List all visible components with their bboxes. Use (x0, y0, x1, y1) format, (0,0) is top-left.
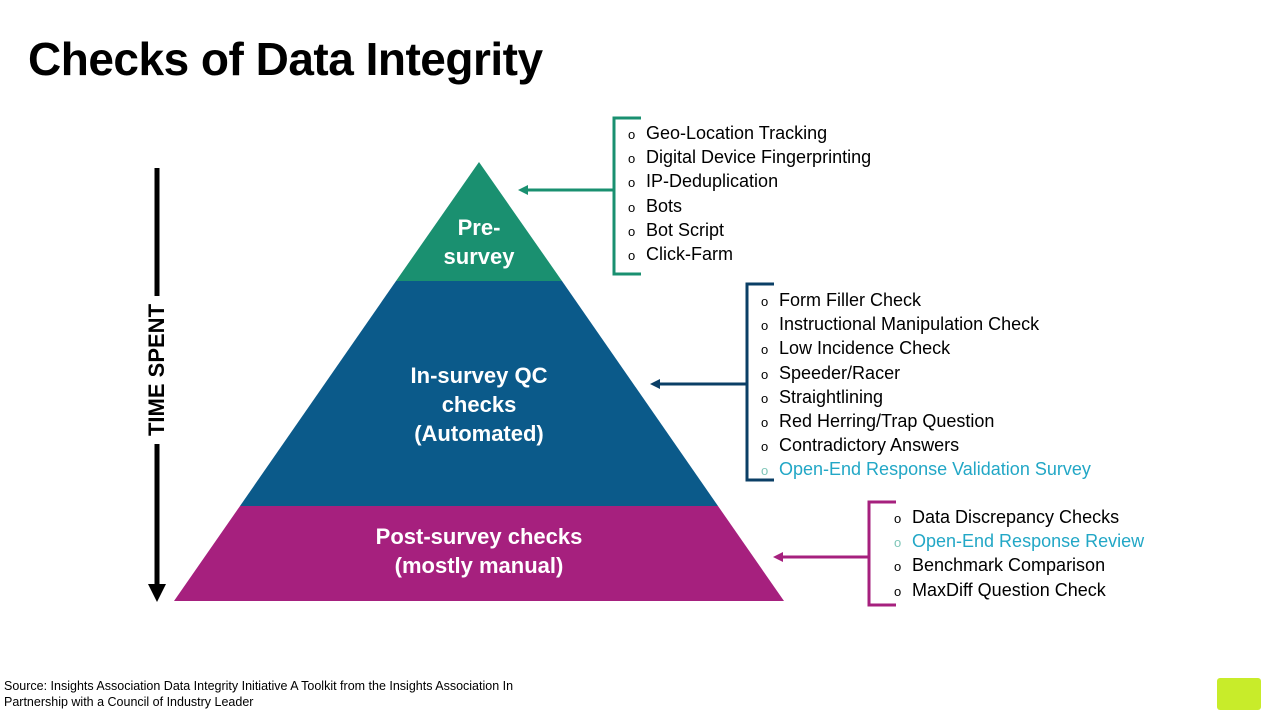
time-spent-label: TIME SPENT (144, 295, 170, 445)
check-item-text: MaxDiff Question Check (912, 579, 1106, 600)
check-item-text: Digital Device Fingerprinting (646, 147, 872, 168)
pre-survey-checks-list: o Geo-Location Tracking o Digital Device Fi… (628, 122, 871, 267)
label-line: (Automated) (414, 421, 544, 446)
check-item: o Bot Script (628, 219, 871, 243)
check-item-text: Benchmark Comparison (912, 555, 1106, 576)
check-item-text: Straightlining (779, 386, 884, 407)
source-note: Source: Insights Association Data Integr… (4, 679, 514, 709)
check-item-text: Instructional Manipulation Check (779, 314, 1040, 335)
check-item: o Red Herring/Trap Question (761, 410, 1091, 434)
check-item-text: Data Discrepancy Checks (912, 507, 1120, 527)
tier-post-survey (174, 506, 784, 601)
check-item: o Geo-Location Tracking (628, 122, 871, 146)
bullet-icon: o (628, 248, 636, 264)
pre-survey-label: Pre- survey (419, 213, 539, 271)
check-item: o IP-Deduplication (628, 170, 871, 194)
label-line: In-survey QC (410, 363, 548, 388)
check-item: o Low Incidence Check (761, 337, 1091, 361)
check-item: o MaxDiff Question Check (894, 579, 1144, 603)
check-item-text: Form Filler Check (779, 290, 922, 310)
bullet-icon: o (761, 439, 769, 455)
label-line: Post-survey checks (375, 524, 583, 549)
check-item: o Click-Farm (628, 243, 871, 267)
slide-title: Checks of Data Integrity (28, 33, 543, 85)
bullet-icon: o (894, 583, 902, 599)
bullet-icon: o (628, 199, 636, 215)
post-survey-label: Post-survey checks (mostly manual) (329, 522, 629, 580)
check-item-text: Speeder/Racer (779, 362, 901, 383)
bullet-icon: o (761, 342, 769, 358)
company-logo (1217, 678, 1261, 710)
bullet-icon: o (628, 223, 636, 239)
bullet-icon: o (761, 463, 769, 479)
post-survey-checks-list: o Data Discrepancy Checks o Open-End Respon… (894, 506, 1144, 603)
bullet-icon: o (894, 535, 902, 551)
bullet-icon: o (894, 511, 902, 526)
in-survey-label: In-survey QC checks (Automated) (359, 361, 599, 448)
bullet-icon: o (761, 366, 769, 382)
check-item: o Data Discrepancy Checks (894, 506, 1144, 530)
check-item-text: IP-Deduplication (646, 171, 779, 192)
bullet-icon: o (628, 127, 636, 142)
check-item-text: Open-End Response Validation Survey (779, 459, 1091, 480)
label-line: Pre- (457, 215, 501, 240)
check-item-text: Click-Farm (646, 244, 733, 265)
check-item: o Straightlining (761, 386, 1091, 410)
check-item-text: Bot Script (646, 219, 725, 240)
time-arrow-head (148, 584, 166, 602)
bracket-pre (518, 116, 641, 276)
in-survey-checks-list: o Form Filler Check o Instructional Manipul… (761, 289, 1091, 483)
check-item: o Bots (628, 195, 871, 219)
check-item: o Digital Device Fingerprinting (628, 146, 871, 170)
bullet-icon: o (628, 175, 636, 191)
bullet-icon: o (761, 415, 769, 431)
tier-in-survey (240, 281, 718, 506)
label-line: (mostly manual) (394, 553, 564, 578)
tier-pre-survey (396, 162, 562, 281)
bullet-icon: o (761, 390, 769, 406)
bracket-in (650, 282, 774, 482)
check-item: o Form Filler Check (761, 289, 1091, 313)
bullet-icon: o (761, 294, 769, 309)
check-item-text: Contradictory Answers (779, 435, 960, 456)
bracket-post (773, 500, 896, 607)
bullet-icon: o (894, 559, 902, 575)
check-item: o Contradictory Answers (761, 434, 1091, 458)
check-item-text: Geo-Location Tracking (646, 123, 828, 143)
check-item: o Open-End Response Review (894, 530, 1144, 554)
check-item: o Speeder/Racer (761, 362, 1091, 386)
check-item-text: Red Herring/Trap Question (779, 411, 995, 432)
check-item: o Instructional Manipulation Check (761, 313, 1091, 337)
check-item: o Open-End Response Validation Survey (761, 458, 1091, 482)
bullet-icon: o (628, 151, 636, 167)
check-item-text: Bots (646, 195, 683, 216)
check-item-text: Open-End Response Review (912, 531, 1145, 552)
label-line: checks (441, 392, 517, 417)
check-item-text: Low Incidence Check (779, 338, 951, 359)
label-line: survey (443, 244, 515, 269)
check-item: o Benchmark Comparison (894, 554, 1144, 578)
bullet-icon: o (761, 318, 769, 334)
